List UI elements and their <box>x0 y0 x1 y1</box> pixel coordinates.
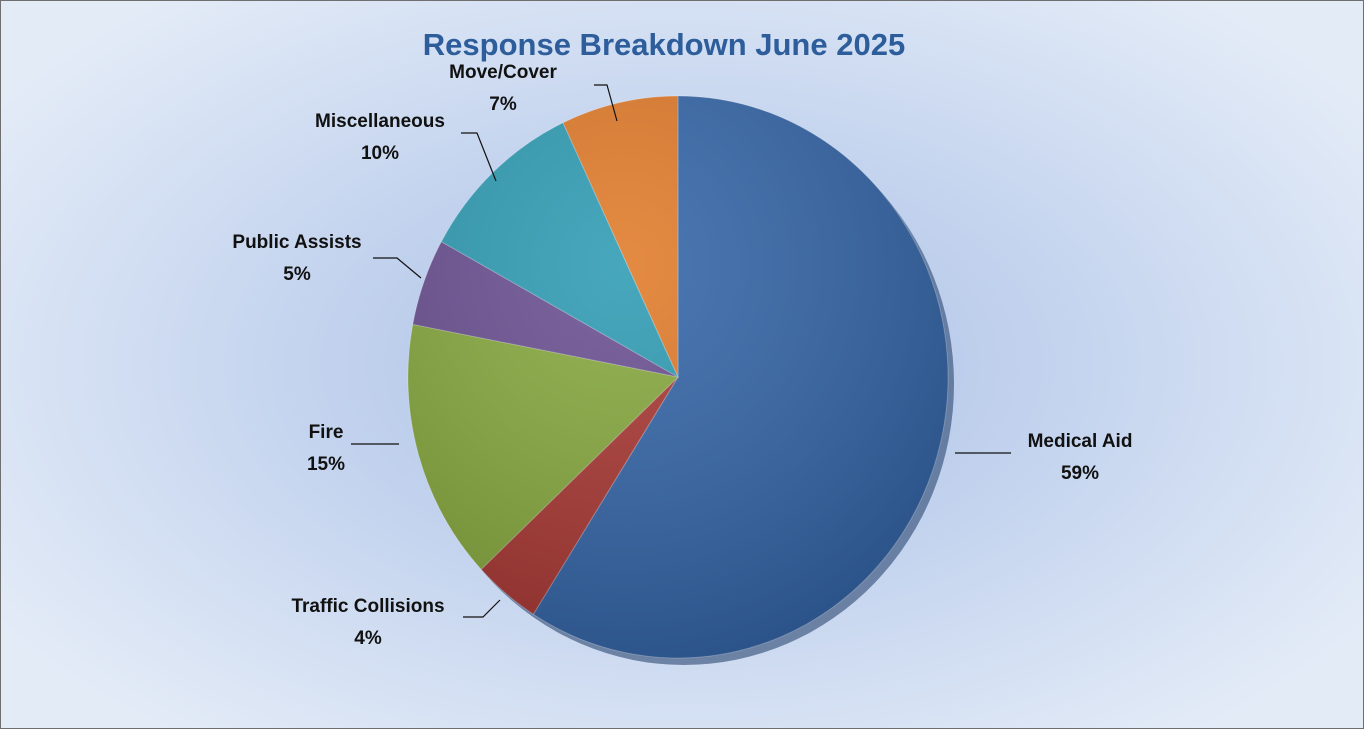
data-label-percent: 59% <box>1061 463 1099 484</box>
data-label: Miscellaneous 10% <box>315 111 445 164</box>
data-label: Move/Cover 7% <box>449 62 557 115</box>
data-label-category: Miscellaneous <box>315 111 445 132</box>
data-label-percent: 5% <box>283 264 311 285</box>
data-label-percent: 7% <box>489 94 517 115</box>
data-label-percent: 10% <box>361 143 399 164</box>
data-label-category: Traffic Collisions <box>291 596 444 617</box>
data-label-percent: 15% <box>307 454 345 475</box>
data-label: Medical Aid 59% <box>1028 431 1133 484</box>
chart-title: Response Breakdown June 2025 <box>422 27 906 62</box>
data-label-percent: 4% <box>354 628 382 649</box>
leader-line <box>461 132 497 182</box>
data-label-category: Fire <box>309 422 344 443</box>
leader-line <box>594 84 618 122</box>
data-label-category: Move/Cover <box>449 62 557 83</box>
data-label: Fire 15% <box>307 422 345 475</box>
leader-line <box>463 599 501 618</box>
data-label: Public Assists 5% <box>232 232 361 285</box>
data-label: Traffic Collisions 4% <box>291 596 444 649</box>
data-label-category: Medical Aid <box>1028 431 1133 452</box>
data-label-category: Public Assists <box>232 232 361 253</box>
leader-line <box>373 257 422 279</box>
